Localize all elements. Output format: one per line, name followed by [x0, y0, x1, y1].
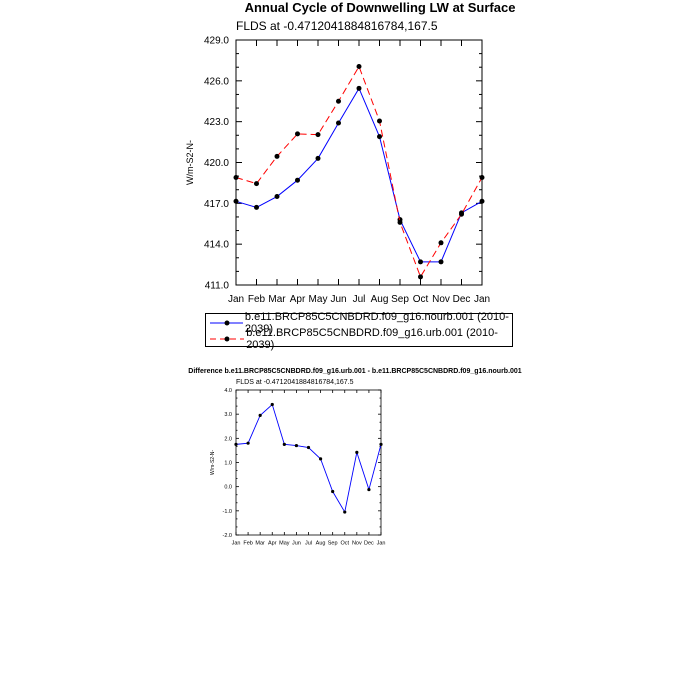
- diff-plot-frame: [235, 389, 382, 536]
- diff-xtick-label: Jan: [232, 541, 241, 547]
- diff-ytick-label: 4.0: [224, 388, 232, 394]
- diff-xtick-label: Jun: [292, 541, 301, 547]
- main-xtick-label: Apr: [290, 294, 306, 305]
- chart-legend: b.e11.BRCP85C5CNBDRD.f09_g16.nourb.001 (…: [205, 311, 513, 351]
- difference-chart-title: Difference b.e11.BRCP85C5CNBDRD.f09_g16.…: [188, 368, 522, 375]
- main-series-1-point: [438, 240, 444, 246]
- legend-swatch-nourb: [210, 320, 243, 326]
- main-xtick-label: Jan: [474, 294, 490, 305]
- diff-xtick-label: Jan: [377, 541, 386, 547]
- diff-series-0-point: [294, 443, 299, 448]
- diff-series-0-point: [343, 510, 347, 514]
- diff-xtick-label: Feb: [243, 541, 252, 547]
- main-y-axis-label: W/m-S2-N-: [185, 140, 195, 185]
- diff-xtick-label: Sep: [328, 541, 338, 547]
- diff-ytick-label: 1.0: [224, 460, 232, 466]
- main-series-1-point: [479, 174, 485, 180]
- diff-series-0-point: [258, 413, 262, 417]
- main-series-0-point: [479, 198, 485, 204]
- main-ytick-label: 417.0: [204, 199, 229, 210]
- legend-item-nourb: b.e11.BRCP85C5CNBDRD.f09_g16.nourb.001 (…: [210, 311, 512, 335]
- main-ytick-label: 411.0: [205, 281, 230, 292]
- legend-swatch-urb: [210, 336, 244, 342]
- diff-series-0-point: [318, 457, 323, 461]
- main-series-1-point: [397, 219, 403, 225]
- main-series-1-point: [315, 132, 321, 138]
- main-xtick-label: Oct: [413, 294, 429, 305]
- diff-xtick-label: Aug: [316, 541, 326, 547]
- main-series-0-point: [315, 155, 321, 161]
- diff-ytick-label: 0.0: [224, 485, 232, 491]
- legend-label-nourb: b.e11.BRCP85C5CNBDRD.f09_g16.nourb.001 (…: [244, 311, 509, 335]
- main-xtick-label: Jan: [228, 294, 244, 305]
- main-xtick-label: Aug: [371, 294, 389, 305]
- diff-series-0-point: [270, 402, 274, 407]
- main-series-0-point: [418, 259, 423, 265]
- diff-xtick-label: Jul: [305, 541, 312, 547]
- diff-xtick-label: Mar: [255, 541, 265, 547]
- main-series-0-point: [377, 134, 382, 140]
- diff-series-0-point: [234, 442, 238, 446]
- main-series-1-point: [274, 153, 280, 159]
- main-series-1-point: [336, 98, 341, 104]
- main-series-0-point: [274, 194, 280, 200]
- diff-series-0-line: [235, 403, 382, 514]
- main-series-1-point: [254, 181, 259, 187]
- main-xtick-label: Sep: [391, 294, 409, 305]
- diff-xtick-label: Apr: [268, 541, 277, 547]
- main-xtick-label: Feb: [248, 294, 266, 305]
- diff-ytick-label: -2.0: [223, 533, 232, 539]
- main-series-1-line: [235, 65, 483, 278]
- diff-ytick-label: 3.0: [224, 412, 232, 418]
- main-series-0-point: [336, 120, 341, 126]
- diff-series-0-point: [246, 441, 250, 445]
- main-xtick-label: Nov: [432, 294, 450, 305]
- main-xtick-label: Mar: [268, 294, 286, 305]
- legend-item-urb: b.e11.BRCP85C5CNBDRD.f09_g16.urb.001 (20…: [210, 327, 512, 351]
- legend-label-urb: b.e11.BRCP85C5CNBDRD.f09_g16.urb.001 (20…: [246, 327, 498, 351]
- diff-y-axis-label: W/m-S2-N-: [210, 450, 216, 475]
- diff-series-0-point: [355, 450, 359, 454]
- diff-xtick-label: Oct: [340, 541, 349, 547]
- main-series-0-point: [356, 85, 362, 91]
- diff-ytick-label: 2.0: [224, 436, 232, 442]
- diff-xtick-label: May: [279, 541, 290, 547]
- main-ytick-label: 414.0: [204, 240, 229, 251]
- main-series-0-point: [295, 177, 300, 183]
- main-series-1-point: [295, 131, 300, 137]
- main-series-0-line: [235, 87, 483, 263]
- diff-series-0-point: [367, 487, 371, 492]
- main-ytick-label: 423.0: [204, 117, 229, 128]
- main-ytick-label: 420.0: [204, 158, 229, 169]
- diff-series-0-point: [306, 445, 311, 450]
- main-line-chart: 411.0 414.0 417.0 420.0 423.0 426.0 429.0 Jan Fe…: [185, 36, 490, 306]
- diff-xtick-label: Nov: [352, 541, 362, 547]
- diff-series-0-point: [379, 442, 383, 446]
- difference-chart-subtitle: FLDS at -0.4712041884816784,167.5: [236, 379, 354, 386]
- diff-series-0-point: [331, 489, 335, 494]
- main-series-1-point: [356, 64, 362, 70]
- main-ytick-label: 429.0: [204, 36, 229, 47]
- main-xtick-label: May: [309, 294, 328, 305]
- chart-title: Annual Cycle of Downwelling LW at Surfac…: [244, 0, 516, 15]
- diff-ytick-label: -1.0: [223, 509, 232, 515]
- diff-series-0-point: [282, 442, 286, 446]
- main-series-0-point: [438, 259, 444, 265]
- main-series-1-point: [233, 174, 239, 180]
- main-series-0-point: [233, 198, 239, 204]
- main-xtick-label: Jul: [353, 294, 366, 305]
- main-ytick-label: 426.0: [204, 76, 229, 87]
- diff-xtick-label: Dec: [364, 541, 374, 547]
- main-xtick-label: Jun: [330, 294, 346, 305]
- main-series-0-point: [254, 204, 259, 210]
- chart-subtitle: FLDS at -0.4712041884816784,167.5: [236, 19, 438, 33]
- main-xtick-label: Dec: [453, 294, 471, 305]
- main-series-1-point: [418, 274, 423, 280]
- main-series-1-point: [377, 118, 382, 124]
- main-series-1-point: [459, 211, 464, 217]
